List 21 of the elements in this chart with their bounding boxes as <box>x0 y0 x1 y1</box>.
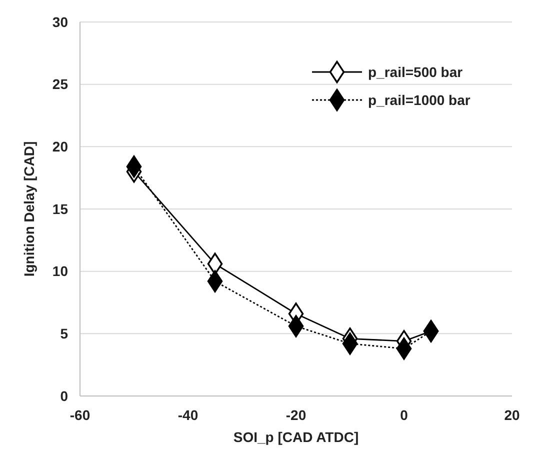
point <box>396 338 412 360</box>
legend-label: p_rail=1000 bar <box>368 92 471 108</box>
y-tick-label: 15 <box>52 200 68 217</box>
point <box>288 315 304 338</box>
x-tick-label: 20 <box>504 407 520 423</box>
y-tick-label: 20 <box>52 138 68 155</box>
point <box>342 332 358 355</box>
x-tick-label: -40 <box>178 407 198 423</box>
y-tick-label: 30 <box>52 14 68 30</box>
y-axis-title: Ignition Delay [CAD] <box>21 141 37 277</box>
x-axis-title: SOI_p [CAD ATDC] <box>233 429 359 445</box>
x-tick-label: -20 <box>286 407 306 423</box>
y-tick-label: 5 <box>60 326 68 342</box>
y-tick-label: 25 <box>52 76 68 92</box>
y-tick-label: 0 <box>60 388 68 404</box>
y-tick-label: 10 <box>52 263 68 280</box>
legend-label: p_rail=500 bar <box>368 64 464 80</box>
x-tick-label: 0 <box>400 407 408 423</box>
point <box>207 270 223 292</box>
x-tick-label: -60 <box>70 407 90 423</box>
point <box>126 156 142 178</box>
